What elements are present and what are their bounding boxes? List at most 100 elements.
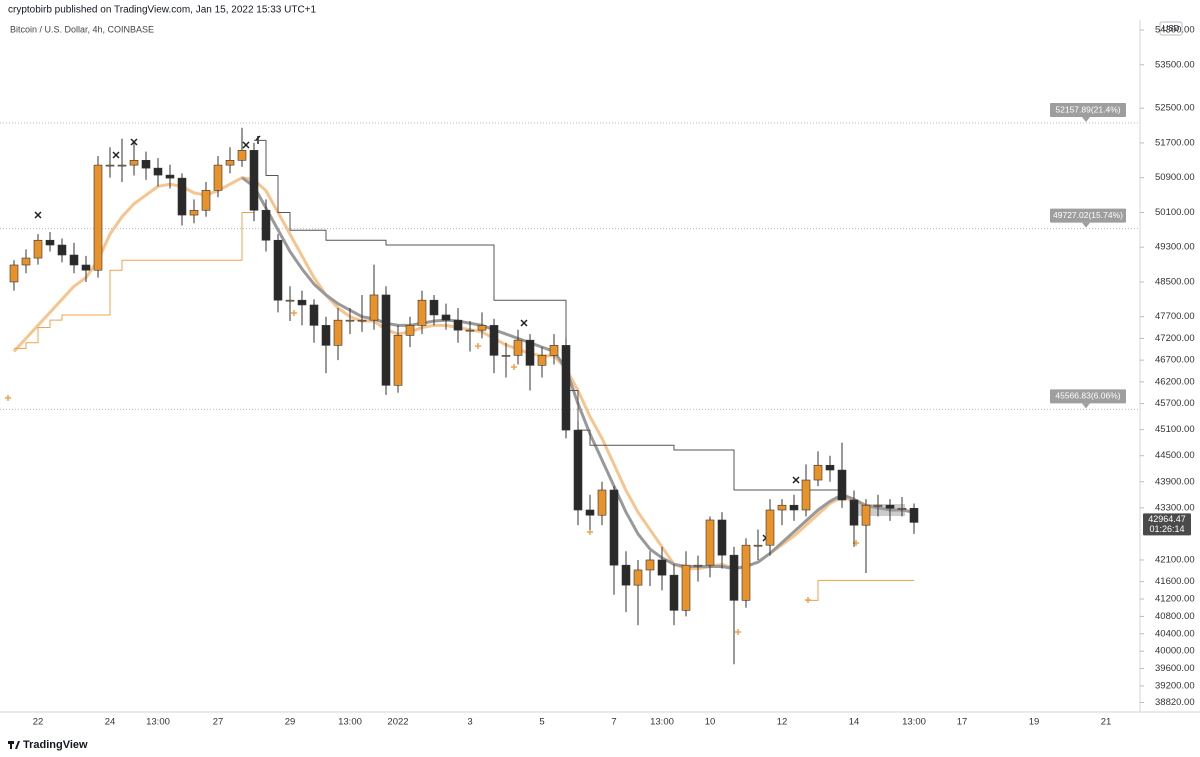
candle-body (57, 244, 67, 256)
candles (9, 127, 919, 665)
level-label: 52157.89(21.4%) (1055, 104, 1120, 114)
level-pointer (1082, 403, 1090, 409)
x-tick-label: 10 (705, 717, 716, 728)
countdown: 01:26:14 (1149, 524, 1184, 534)
y-tick-label: 43900.00 (1155, 476, 1195, 487)
candle-body (393, 335, 403, 386)
candle-body (273, 239, 283, 301)
candle-body (117, 164, 127, 167)
indicators (12, 139, 915, 601)
x-tick-label: 21 (1101, 717, 1112, 728)
candle-body (657, 559, 667, 576)
candle-body (753, 544, 763, 547)
currency-box (1159, 21, 1183, 36)
chart-title: Bitcoin / U.S. Dollar, 4h, COINBASE (10, 24, 154, 34)
candle-body (513, 339, 523, 356)
candle-body (849, 499, 859, 526)
candle-body (645, 559, 655, 571)
candle-body (369, 294, 379, 321)
x-tick-label: 13:00 (338, 717, 362, 728)
level-box (1050, 208, 1126, 223)
y-tick-label: 48500.00 (1155, 276, 1195, 287)
candle-body (417, 299, 427, 326)
candle-body (477, 325, 487, 331)
candle-body (153, 167, 163, 176)
indicator-line (14, 211, 914, 601)
y-tick-label: 46200.00 (1155, 376, 1195, 387)
x-tick-label: 2022 (387, 717, 408, 728)
candle-body (33, 239, 43, 259)
level-label: 45566.83(6.06%) (1055, 391, 1120, 401)
x-tick-label: 27 (213, 717, 224, 728)
candle-body (45, 239, 55, 246)
y-tick-label: 44500.00 (1155, 450, 1195, 461)
candle-body (405, 325, 415, 336)
x-tick-label: 14 (849, 717, 860, 728)
y-tick-label: 43300.00 (1155, 502, 1195, 513)
y-tick-label: 40400.00 (1155, 628, 1195, 639)
candle-body (549, 345, 559, 356)
logo-mark (8, 741, 20, 749)
x-tick-label: 19 (1029, 717, 1040, 728)
last-price: 42964.47 (1148, 514, 1186, 524)
x-tick-label: 3 (467, 717, 472, 728)
level-pointer (1082, 117, 1090, 123)
candle-body (897, 507, 907, 510)
candle-body (501, 355, 511, 357)
candle-body (705, 519, 715, 566)
candle-body (837, 469, 847, 501)
candle-body (21, 257, 31, 266)
sell-signals (34, 138, 800, 542)
y-tick-label: 46700.00 (1155, 355, 1195, 366)
last-price-box (1143, 513, 1191, 536)
candle-body (225, 160, 235, 166)
candle-body (765, 509, 775, 546)
candle-body (189, 209, 199, 216)
candle-body (561, 345, 571, 431)
candle-body (729, 554, 739, 601)
y-tick-label: 54300.00 (1155, 25, 1195, 36)
y-tick-label: 50100.00 (1155, 207, 1195, 218)
candle-body (333, 319, 343, 346)
candle-body (129, 160, 139, 166)
candle-body (9, 264, 19, 283)
candle-body (681, 564, 691, 611)
candle-body (885, 504, 895, 509)
y-tick-label: 52500.00 (1155, 103, 1195, 114)
candle-body (165, 174, 175, 179)
candle-body (81, 264, 91, 271)
y-tick-label: 47200.00 (1155, 333, 1195, 344)
candle-body (237, 150, 247, 161)
candle-body (777, 504, 787, 511)
candle-body (285, 299, 295, 302)
candle-body (453, 319, 463, 331)
x-tick-label: 13:00 (146, 717, 170, 728)
candle-body (537, 355, 547, 366)
candle-body (69, 254, 79, 266)
y-tick-label: 41600.00 (1155, 576, 1195, 587)
candle-body (465, 329, 475, 332)
y-tick-label: 40800.00 (1155, 611, 1195, 622)
candle-body (177, 177, 187, 216)
y-tick-label: 45700.00 (1155, 398, 1195, 409)
y-tick-label: 45100.00 (1155, 424, 1195, 435)
candle-body (597, 489, 607, 516)
candle-body (813, 464, 823, 481)
x-tick-label: 12 (777, 717, 788, 728)
y-tick-label: 50900.00 (1155, 172, 1195, 183)
candle-body (825, 464, 835, 471)
candle-body (861, 504, 871, 526)
candle-body (381, 294, 391, 386)
currency: USD (1163, 24, 1180, 33)
x-tick-label: 5 (539, 717, 544, 728)
y-tick-label: 40000.00 (1155, 646, 1195, 657)
candle-body (621, 564, 631, 586)
level-label: 49727.02(15.74%) (1053, 210, 1123, 220)
y-tick-label: 53500.00 (1155, 59, 1195, 70)
candle-body (429, 299, 439, 316)
indicator-line (254, 139, 842, 491)
x-tick-label: 13:00 (650, 717, 674, 728)
candle-body (321, 325, 331, 346)
logo: TradingView (8, 739, 88, 751)
